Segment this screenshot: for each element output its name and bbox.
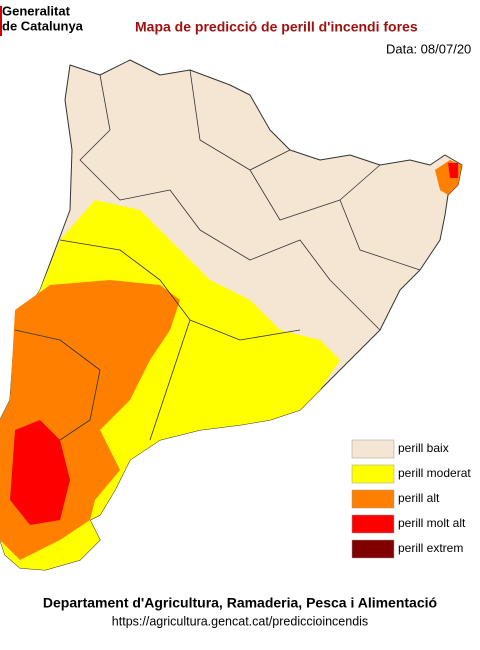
map-region (10, 420, 70, 525)
footer-url: https://agricultura.gencat.cat/prediccio… (112, 614, 368, 628)
date: Data: 08/07/20 (386, 41, 471, 56)
logo-text: de Catalunya (2, 18, 84, 33)
logo: Generalitat de Catalunya (0, 3, 84, 36)
map (0, 59, 463, 571)
legend-label: perill extrem (398, 541, 463, 555)
legend: perill baix perill moderat perill alt peril… (351, 439, 471, 559)
legend-swatch (351, 464, 395, 484)
footer-department: Departament d'Agricultura, Ramaderia, Pe… (43, 595, 437, 611)
title: Mapa de predicció de perill d'incendi fo… (135, 19, 418, 35)
legend-label: perill moderat (398, 466, 471, 480)
logo-text: Generalitat (2, 3, 71, 18)
map-region (448, 163, 458, 178)
legend-label: perill alt (398, 491, 440, 505)
legend-label: perill molt alt (398, 516, 466, 530)
legend-swatch (351, 439, 395, 459)
legend-swatch (351, 539, 395, 559)
legend-swatch (351, 514, 395, 534)
legend-label: perill baix (398, 441, 449, 455)
borders (14, 69, 421, 441)
legend-swatch (351, 489, 395, 509)
logo-icon (0, 6, 2, 36)
